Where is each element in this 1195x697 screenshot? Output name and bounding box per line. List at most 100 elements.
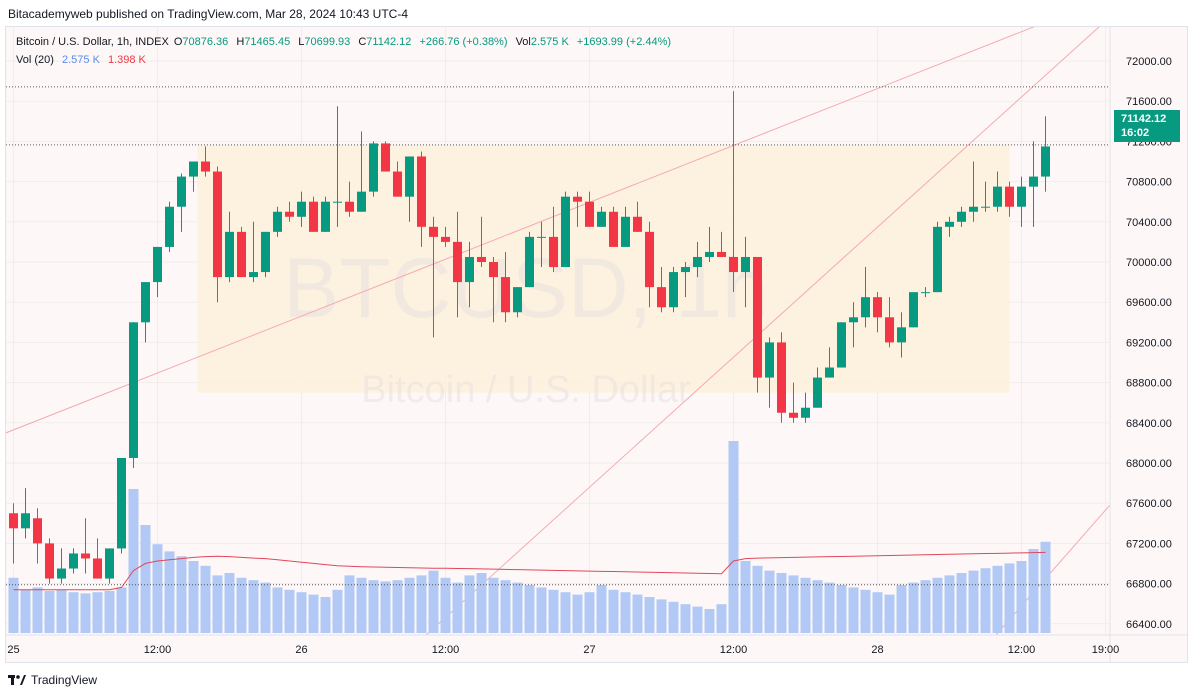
candle-body	[717, 251, 726, 257]
candle-body	[933, 226, 942, 293]
volume-bar	[1004, 563, 1015, 633]
volume-bar	[716, 604, 727, 633]
volume-bar	[140, 525, 151, 633]
candle-body	[561, 196, 570, 268]
candle-body	[753, 256, 762, 378]
candle-body	[861, 297, 870, 318]
current-price-tag: 71142.12 16:02	[1114, 110, 1180, 142]
price-tick: 70000.00	[1126, 257, 1172, 269]
volume-bar	[80, 593, 91, 633]
candle-body	[969, 206, 978, 212]
range-rectangle	[197, 144, 1010, 393]
volume-bar	[272, 587, 283, 633]
candle-body	[357, 191, 366, 212]
candle-body	[297, 201, 306, 217]
candle-body	[273, 211, 282, 232]
volume-bar	[32, 587, 43, 633]
time-tick: 12:00	[720, 644, 748, 656]
footer: TradingView	[8, 673, 97, 687]
volume-bar	[320, 597, 331, 633]
candle-body	[177, 176, 186, 207]
chart-frame[interactable]: BTCUSD, 1h Bitcoin / U.S. Dollar 72000.00…	[5, 26, 1188, 663]
channel-middle	[425, 27, 1100, 636]
candle-body	[909, 292, 918, 328]
candle-body	[453, 241, 462, 283]
volume-bar	[380, 581, 391, 633]
volume-bar	[1040, 541, 1051, 633]
volume-ma	[13, 551, 1046, 591]
volume-bar	[584, 592, 595, 633]
volume-ma-line	[13, 551, 1046, 591]
volume-bars	[8, 441, 1051, 633]
high-label: H	[236, 36, 245, 48]
volume-bar	[176, 556, 187, 633]
candle-body	[153, 246, 162, 283]
price-tick: 71600.00	[1126, 96, 1172, 108]
time-tick: 12:00	[144, 644, 172, 656]
volume-bar	[620, 592, 631, 633]
candle-body	[789, 412, 798, 418]
volume-bar	[308, 594, 319, 633]
change-value: +266.76 (+0.38%)	[419, 36, 508, 48]
candle-body	[921, 292, 930, 294]
volume-bar	[836, 585, 847, 633]
candle-body	[105, 548, 114, 579]
time-tick: 12:00	[432, 644, 460, 656]
volume-bar	[464, 575, 475, 633]
volume-bar	[524, 585, 535, 633]
volume-bar	[908, 582, 919, 633]
candle-body	[825, 367, 834, 378]
price-tick: 69200.00	[1126, 337, 1172, 349]
volume-bar	[812, 580, 823, 633]
volume-bar	[740, 561, 751, 633]
candle-body	[9, 513, 18, 529]
volume-bar	[368, 580, 379, 633]
candle-body	[585, 201, 594, 227]
volume-bar	[536, 587, 547, 633]
candle-body	[369, 143, 378, 192]
close-value: 71142.12	[366, 36, 412, 48]
volume-bar	[692, 606, 703, 633]
volume-bar	[932, 577, 943, 633]
volume-bar	[500, 580, 511, 633]
candles	[9, 91, 1050, 584]
candle-body	[237, 231, 246, 278]
volume-bar	[92, 592, 103, 633]
candle-body	[609, 211, 618, 247]
volume-legend: Vol (20) 2.575 K 1.398 K	[16, 54, 151, 66]
volume-bar	[668, 601, 679, 633]
volume-bar	[728, 441, 739, 633]
candle-body	[93, 558, 102, 579]
candle-body	[741, 256, 750, 273]
volume-bar	[104, 591, 115, 633]
candle-body	[117, 457, 126, 549]
candle-body	[321, 201, 330, 232]
candle-body	[729, 256, 738, 273]
candle-body	[837, 322, 846, 368]
time-tick: 28	[871, 644, 883, 656]
volume-bar	[764, 570, 775, 633]
vol20-b: 1.398 K	[107, 54, 146, 66]
time-tick: 27	[583, 644, 595, 656]
candle-body	[333, 201, 342, 203]
volume-bar	[116, 587, 127, 633]
volume-bar	[488, 577, 499, 633]
candle-body	[549, 236, 558, 268]
time-tick: 26	[295, 644, 307, 656]
volume-bar	[152, 544, 163, 633]
volume-bar	[596, 585, 607, 633]
candle-body	[777, 342, 786, 413]
candle-body	[141, 282, 150, 323]
volume-bar	[164, 551, 175, 633]
vol-label: Vol	[515, 36, 531, 48]
candle-body	[189, 161, 198, 177]
volume-bar	[344, 575, 355, 633]
price-tick: 69600.00	[1126, 297, 1172, 309]
volume-bar	[848, 587, 859, 633]
volume-bar	[44, 591, 55, 633]
candle-body	[873, 297, 882, 318]
footer-brand: TradingView	[31, 673, 98, 687]
tradingview-logo-icon	[8, 675, 26, 685]
volume-bar	[200, 565, 211, 633]
